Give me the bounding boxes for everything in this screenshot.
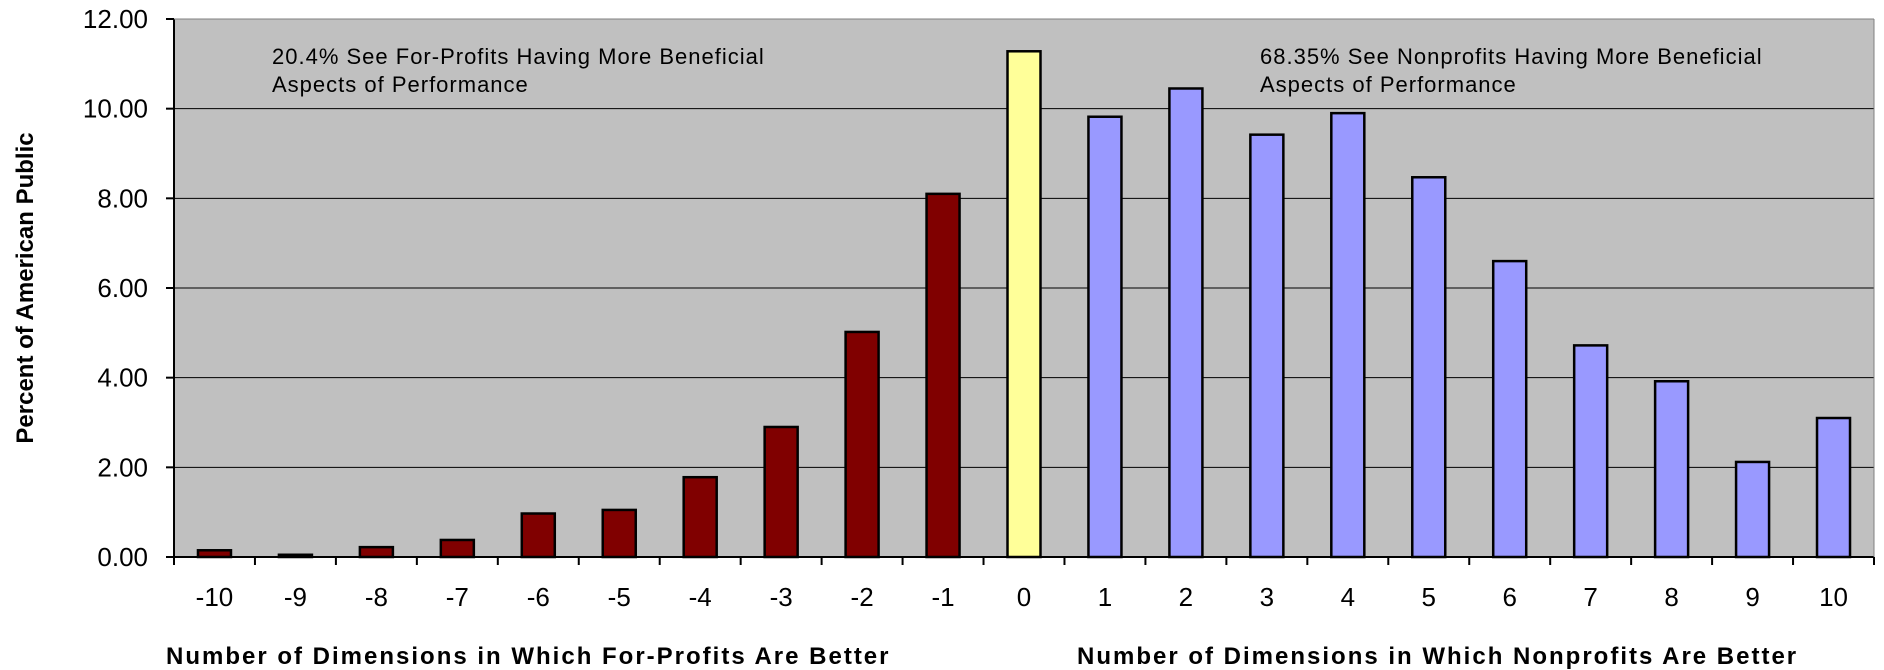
bar-8: [1653, 380, 1690, 559]
x-tick-label--6: -6: [527, 582, 550, 612]
bar--7: [439, 538, 476, 559]
x-axis-title-nonprofit: Number of Dimensions in Which Nonprofits…: [1077, 643, 1798, 670]
x-tick-label--1: -1: [931, 582, 954, 612]
x-tick-label-6: 6: [1502, 582, 1516, 612]
y-tick-label-1: 2.00: [97, 452, 148, 482]
annotation-nonprofit-line2: Aspects of Performance: [1260, 72, 1517, 97]
bar-6: [1491, 259, 1528, 559]
y-tick-labels: 0.00 2.00 4.00 6.00 8.00 10.00 12.00: [83, 4, 148, 572]
x-tick-label-0: 0: [1017, 582, 1031, 612]
bar-10: [1815, 416, 1852, 559]
y-tick-label-5: 10.00: [83, 94, 148, 124]
y-tick-label-2: 4.00: [97, 363, 148, 393]
bar-7: [1572, 344, 1609, 559]
x-tick-label--3: -3: [770, 582, 793, 612]
x-tick-label-2: 2: [1179, 582, 1193, 612]
x-tick-label--7: -7: [446, 582, 469, 612]
x-tick-label--8: -8: [365, 582, 388, 612]
x-tick-label-9: 9: [1745, 582, 1759, 612]
y-tick-label-6: 12.00: [83, 4, 148, 34]
bar-2: [1168, 87, 1204, 559]
annotation-forprofit-line1: 20.4% See For-Profits Having More Benefi…: [272, 44, 765, 69]
x-tick-label-10: 10: [1819, 582, 1848, 612]
x-tick-label-7: 7: [1583, 582, 1597, 612]
y-axis-title: Percent of American Public: [12, 132, 39, 443]
x-axis-title-forprofit: Number of Dimensions in Which For-Profit…: [166, 643, 891, 670]
x-tick-label-1: 1: [1098, 582, 1112, 612]
x-tick-label--9: -9: [284, 582, 307, 612]
x-tick-label--10: -10: [196, 582, 234, 612]
bar-0: [1006, 50, 1042, 559]
bar-5: [1411, 176, 1447, 559]
axes: [166, 18, 1875, 565]
bar-3: [1249, 133, 1285, 559]
bar--1: [925, 192, 961, 559]
bar-4: [1330, 111, 1366, 559]
bar--8: [358, 545, 395, 559]
y-tick-label-3: 6.00: [97, 273, 148, 303]
x-tick-label--4: -4: [689, 582, 712, 612]
bar--5: [601, 508, 637, 559]
bar--6: [520, 512, 557, 559]
bar-9: [1734, 460, 1771, 559]
bar--3: [763, 425, 799, 559]
bar--4: [682, 475, 718, 559]
x-tick-label--5: -5: [608, 582, 631, 612]
x-tick-label-5: 5: [1422, 582, 1436, 612]
x-tick-label-3: 3: [1260, 582, 1274, 612]
y-tick-label-4: 8.00: [97, 183, 148, 213]
y-tick-label-0: 0.00: [97, 542, 148, 572]
x-tick-labels: -10 -9 -8 -7 -6 -5 -4 -3 -2 -1 0 1 2 3 4 5 6 7 8 9 10: [196, 582, 1848, 612]
x-tick-label-8: 8: [1664, 582, 1678, 612]
bar-1: [1087, 115, 1123, 559]
bar--2: [844, 330, 880, 559]
x-tick-label--2: -2: [851, 582, 874, 612]
bar--10: [196, 549, 233, 559]
x-tick-label-4: 4: [1341, 582, 1355, 612]
annotation-forprofit-line2: Aspects of Performance: [272, 72, 529, 97]
annotation-nonprofit-line1: 68.35% See Nonprofits Having More Benefi…: [1260, 44, 1763, 69]
